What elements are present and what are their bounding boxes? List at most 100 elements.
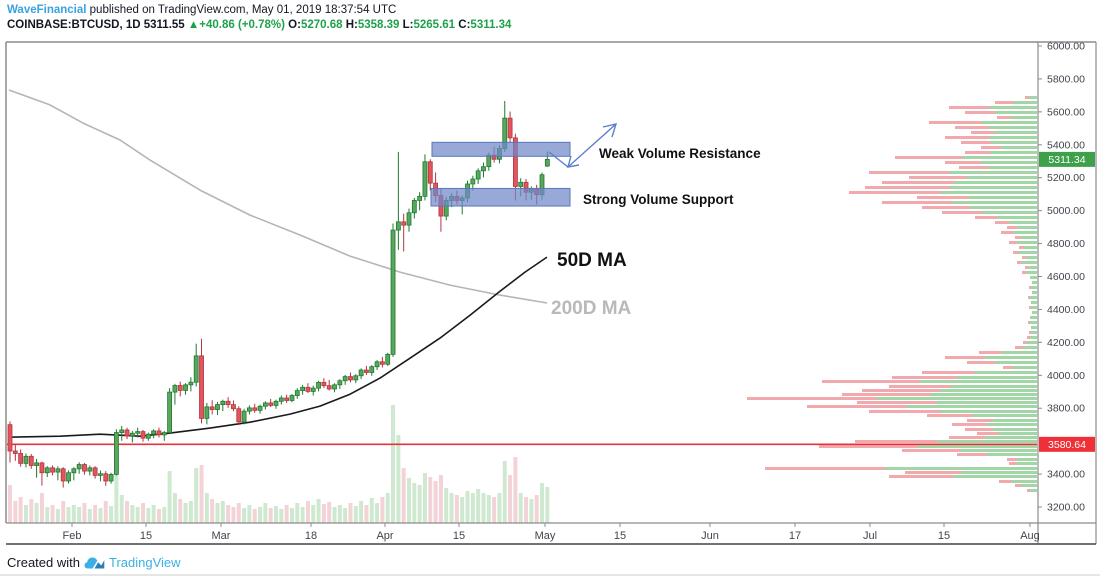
candle-body: [252, 407, 258, 411]
last-price: 5311.55: [143, 19, 185, 31]
time-tick-label: 15: [140, 530, 152, 542]
volume-bar: [242, 508, 247, 523]
volume-bar: [66, 507, 71, 523]
time-tick-label: 15: [614, 530, 626, 542]
candle-body: [60, 468, 66, 482]
volume-profile-row-buy: [969, 196, 1037, 199]
volume-bar: [13, 501, 18, 523]
candle-body: [188, 381, 194, 386]
weak-volume-resistance-zone: [431, 141, 571, 157]
volume-bar: [162, 507, 167, 523]
volume-profile-row-buy: [982, 211, 1037, 214]
candle-body: [390, 229, 396, 355]
volume-profile-row-buy: [937, 440, 1037, 443]
volume-profile-row-sell: [999, 480, 1011, 483]
candle-body: [284, 397, 290, 401]
candle-body: [183, 384, 188, 391]
volume-profile-row-sell: [882, 181, 954, 184]
candle-body: [374, 361, 380, 368]
volume-profile-row-buy: [1031, 331, 1037, 334]
volume-profile-row-buy: [1021, 484, 1037, 487]
volume-profile-row-sell: [1029, 286, 1031, 289]
volume-bar: [114, 475, 119, 523]
volume-profile-row-buy: [920, 380, 1037, 383]
volume-profile-row-sell: [922, 206, 970, 209]
volume-profile-row-sell: [747, 397, 877, 400]
volume-profile-row-sell: [905, 471, 961, 474]
candle-body: [114, 432, 119, 475]
candle-body: [156, 430, 162, 436]
volume-profile-row-sell: [1017, 261, 1022, 264]
volume-profile-row-sell: [1001, 231, 1013, 234]
volume-profile-row-buy: [991, 151, 1037, 154]
candle-body: [475, 170, 481, 180]
price-tick-label: 3400.00: [1047, 469, 1085, 481]
volume-bar: [23, 505, 28, 523]
volume-bar: [438, 475, 443, 523]
volume-profile-row-buy: [1029, 96, 1037, 99]
volume-bar: [199, 465, 204, 523]
candle-body: [364, 369, 369, 373]
volume-bar: [258, 507, 263, 523]
open-label: O:: [288, 19, 301, 31]
volume-bar: [119, 495, 124, 523]
volume-bar: [156, 509, 161, 523]
volume-bar: [151, 505, 156, 523]
candle-body: [289, 395, 295, 401]
volume-profile-row-buy: [1011, 480, 1037, 483]
volume-bar: [407, 478, 411, 523]
candle-body: [486, 154, 492, 168]
volume-bar: [454, 495, 459, 523]
time-tick-label: May: [535, 530, 556, 542]
volume-profile-row-sell: [1015, 236, 1021, 239]
time-tick-label: 15: [453, 530, 465, 542]
candle-body: [337, 380, 343, 386]
volume-bar: [385, 493, 390, 523]
volume-profile-row-buy: [974, 371, 1037, 374]
candle-body: [50, 467, 55, 473]
volume-bar: [375, 503, 380, 523]
volume-profile-row-buy: [1022, 261, 1037, 264]
time-tick-label: Jul: [863, 530, 877, 542]
close-label: C:: [458, 19, 471, 31]
volume-profile-row-buy: [1032, 311, 1037, 314]
price-tick-label: 4600.00: [1047, 271, 1085, 283]
candle-body: [18, 453, 24, 464]
volume-bar: [433, 481, 438, 523]
volume-bar: [71, 505, 76, 523]
candle-body: [98, 473, 103, 476]
open-value: 5270.68: [300, 19, 343, 31]
volume-bar: [284, 505, 289, 523]
volume-profile-row-buy: [954, 181, 1037, 184]
volume-bar: [529, 499, 534, 523]
volume-bar: [226, 505, 231, 523]
volume-profile-row-sell: [1025, 96, 1029, 99]
candle-body: [28, 455, 34, 466]
price-badge-label: 3580.64: [1048, 439, 1086, 451]
annotation-weak-resistance: Weak Volume Resistance: [599, 146, 761, 161]
volume-bar: [231, 507, 236, 523]
volume-profile-row-buy: [987, 453, 1037, 456]
volume-bar: [29, 499, 34, 523]
volume-profile-row-sell: [959, 166, 989, 169]
price-tick-label: 5000.00: [1047, 205, 1085, 217]
volume-profile-row-buy: [985, 436, 1037, 439]
volume-profile-row-sell: [942, 211, 982, 214]
volume-bar: [540, 483, 544, 523]
volume-bar: [268, 508, 273, 523]
volume-profile-row-buy: [1011, 116, 1037, 119]
candle-body: [411, 200, 417, 214]
candle-body: [23, 455, 29, 464]
volume-bar: [518, 493, 523, 523]
volume-bar: [274, 506, 278, 523]
volume-bar: [39, 493, 44, 523]
volume-profile-row-sell: [995, 101, 1013, 104]
volume-profile-row-sell: [1028, 296, 1030, 299]
candle-body: [294, 390, 300, 396]
candle-body: [129, 432, 135, 437]
volume-profile-row-sell: [889, 385, 951, 388]
volume-bar: [524, 497, 529, 523]
volume-profile-row-sell: [1015, 484, 1021, 487]
volume-bar: [77, 507, 82, 523]
volume-bar: [513, 457, 518, 523]
